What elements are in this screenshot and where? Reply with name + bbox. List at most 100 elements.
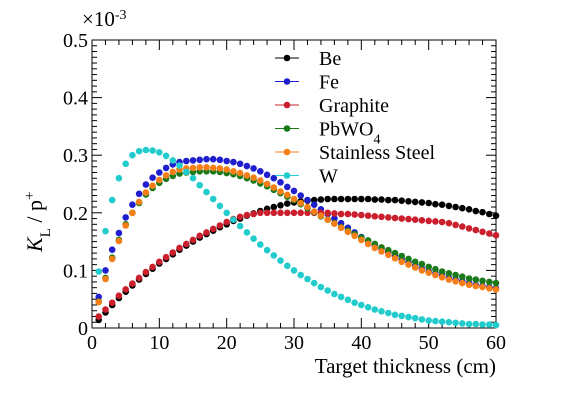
data-point <box>122 286 129 293</box>
data-point <box>472 226 480 234</box>
x-tick-label: 50 <box>419 332 439 354</box>
data-point <box>465 206 473 213</box>
data-point <box>230 216 237 223</box>
data-point <box>257 168 264 175</box>
data-point <box>257 241 264 248</box>
data-point <box>243 229 251 236</box>
data-point <box>432 218 439 225</box>
data-point <box>236 213 244 221</box>
data-point <box>391 254 399 262</box>
data-point <box>358 195 365 203</box>
data-point <box>257 177 264 184</box>
data-point <box>337 210 345 218</box>
data-point <box>290 195 298 203</box>
data-point <box>284 262 291 270</box>
data-point <box>344 296 352 304</box>
legend-item: Fe <box>275 72 339 94</box>
data-point <box>432 317 439 325</box>
data-point <box>203 229 210 236</box>
data-point <box>135 274 143 282</box>
data-point <box>209 195 217 203</box>
data-point <box>445 276 453 283</box>
data-point <box>486 278 493 286</box>
data-point <box>337 195 345 203</box>
data-point <box>472 207 480 215</box>
data-point <box>203 164 210 171</box>
data-point <box>176 162 183 169</box>
data-point <box>223 157 230 165</box>
data-point <box>169 168 177 176</box>
data-point <box>398 312 406 320</box>
data-point <box>250 235 257 242</box>
data-point <box>378 308 385 315</box>
data-point <box>486 210 493 218</box>
data-point <box>189 236 197 244</box>
data-point <box>209 225 217 233</box>
data-point <box>432 200 439 208</box>
data-point <box>344 195 352 203</box>
data-point <box>385 246 392 254</box>
data-point <box>183 168 190 176</box>
data-point <box>95 313 102 320</box>
data-point <box>418 199 426 206</box>
data-point <box>263 209 271 217</box>
data-point <box>398 215 406 222</box>
x-tick-label: 40 <box>351 332 371 354</box>
data-point <box>203 188 210 196</box>
data-point <box>270 203 278 211</box>
data-point <box>284 209 291 217</box>
legend-marker <box>283 148 291 156</box>
data-point <box>411 314 419 322</box>
data-point <box>324 216 332 223</box>
series-pbwo4 <box>95 168 500 305</box>
data-point <box>108 246 116 253</box>
data-point <box>472 282 480 290</box>
data-point <box>378 213 385 221</box>
legend-label: W <box>319 166 338 188</box>
data-point <box>324 287 332 294</box>
data-point <box>162 172 170 179</box>
data-point <box>115 237 123 245</box>
y-axis-tick-labels: 0 0.1 0.2 0.3 0.4 0.5 <box>63 30 88 340</box>
data-point <box>263 180 271 188</box>
y-tick-label: 0.1 <box>63 260 88 282</box>
data-point <box>371 196 379 203</box>
data-point <box>203 155 210 163</box>
data-point <box>277 202 284 209</box>
data-point <box>351 232 358 240</box>
data-point <box>445 318 453 326</box>
data-point <box>398 258 406 266</box>
data-point <box>438 268 446 275</box>
data-point <box>324 209 332 217</box>
data-point <box>391 311 399 319</box>
data-point <box>230 168 237 175</box>
data-point <box>425 269 433 277</box>
data-point <box>331 215 338 222</box>
x-tick-label: 20 <box>217 332 237 354</box>
data-point <box>331 220 338 227</box>
data-point <box>425 199 433 207</box>
data-point <box>344 228 352 236</box>
data-point <box>122 222 129 229</box>
data-point <box>263 246 271 254</box>
data-point <box>438 274 446 281</box>
data-point <box>472 320 480 328</box>
data-point <box>142 189 150 196</box>
data-point <box>277 257 284 264</box>
data-point <box>479 208 486 216</box>
data-point <box>135 147 143 155</box>
data-point <box>405 255 412 263</box>
data-point <box>358 236 365 244</box>
data-point <box>223 209 230 217</box>
data-point <box>270 209 278 217</box>
data-point <box>263 171 271 179</box>
data-point <box>156 176 163 184</box>
data-point <box>149 182 156 189</box>
data-point <box>310 201 318 208</box>
data-point <box>135 190 143 198</box>
legend-marker <box>283 125 291 132</box>
data-point <box>270 184 278 191</box>
data-point <box>108 299 116 307</box>
legend-item: Stainless Steel <box>275 142 436 164</box>
data-point <box>445 219 453 227</box>
